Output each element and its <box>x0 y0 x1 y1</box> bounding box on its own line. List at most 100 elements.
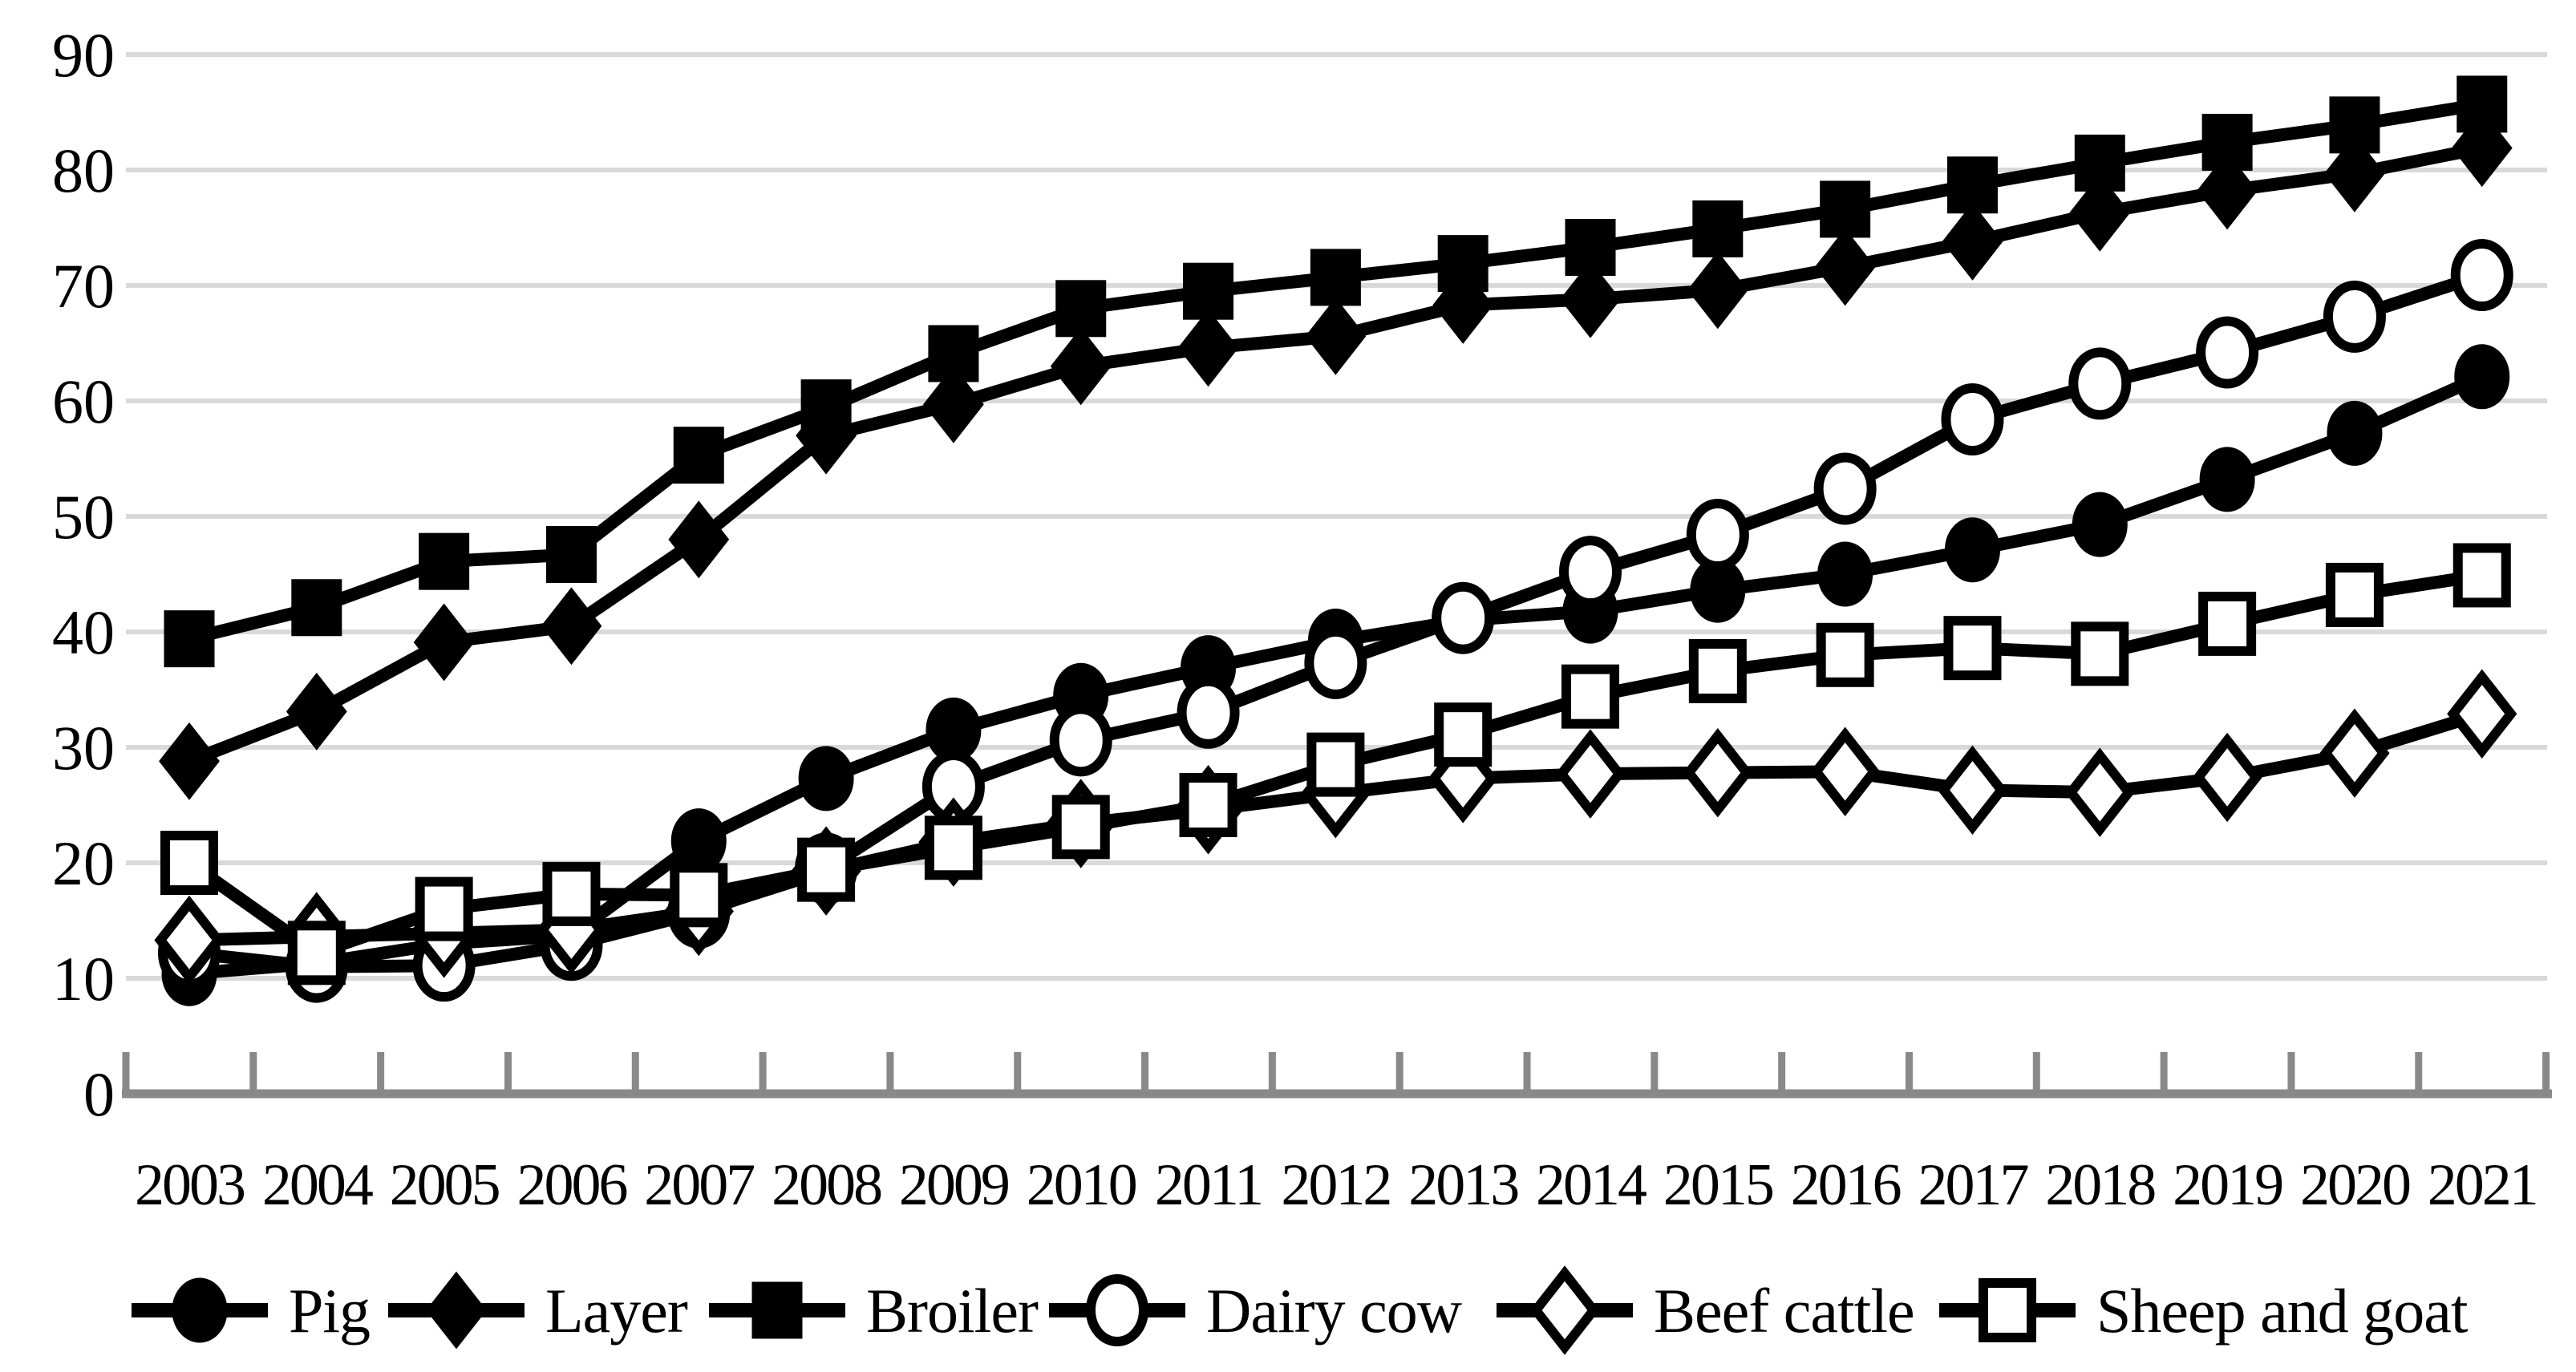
series-marker-sheep-and-goat-2019 <box>2198 591 2257 656</box>
series-marker-dairy-cow-2019 <box>2196 316 2259 389</box>
series-marker-layer-2019 <box>2197 152 2258 230</box>
x-axis-label-2019: 2019 <box>2173 1152 2282 1218</box>
series-marker-layer-2010 <box>1050 327 1112 406</box>
legend-marker-layer-icon <box>426 1271 487 1350</box>
series-marker-layer-2017 <box>1942 202 2003 281</box>
legend-marker-pig-icon <box>172 1277 228 1343</box>
series-marker-dairy-cow-2018 <box>2068 347 2132 420</box>
series-marker-broiler-2019 <box>2201 113 2253 171</box>
y-axis-labels: 0 10 20 30 40 50 60 70 80 90 <box>52 20 115 1129</box>
y-axis-label-70: 70 <box>52 251 115 321</box>
series-marker-layer-2004 <box>286 672 347 751</box>
series-marker-broiler-2005 <box>419 532 470 590</box>
series-marker-sheep-and-goat-2013 <box>1434 702 1493 767</box>
series-marker-broiler-2021 <box>2457 75 2508 133</box>
series-marker-pig-2018 <box>2072 492 2128 557</box>
series-marker-broiler-2004 <box>291 579 342 637</box>
x-axis-label-2008: 2008 <box>772 1152 881 1218</box>
x-axis-label-2009: 2009 <box>899 1152 1008 1218</box>
legend-item-beef-cattle: Beef cattle <box>1497 1265 1915 1355</box>
x-axis-label-2006: 2006 <box>516 1152 626 1218</box>
series-marker-layer-2016 <box>1814 228 1876 306</box>
series-marker-broiler-2015 <box>1692 200 1744 257</box>
series-marker-sheep-and-goat-2007 <box>670 863 728 928</box>
series-marker-beef-cattle-2017 <box>1937 745 2008 836</box>
x-axis-label-2013: 2013 <box>1408 1152 1518 1218</box>
x-axis-label-2004: 2004 <box>262 1152 373 1218</box>
series-broiler <box>164 75 2508 668</box>
y-axis-label-10: 10 <box>52 944 115 1014</box>
x-axis-label-2003: 2003 <box>135 1152 245 1218</box>
x-axis-label-2010: 2010 <box>1027 1152 1136 1218</box>
series-marker-layer-2005 <box>413 603 475 682</box>
y-axis-label-80: 80 <box>52 136 115 205</box>
series-marker-broiler-2013 <box>1437 235 1488 293</box>
series-marker-layer-2014 <box>1560 260 1621 338</box>
series-marker-broiler-2018 <box>2074 134 2125 192</box>
x-axis-label-2014: 2014 <box>1536 1152 1646 1218</box>
series-marker-pig-2008 <box>798 746 854 811</box>
series-marker-sheep-and-goat-2005 <box>415 876 473 941</box>
legend-label-sheep-and-goat: Sheep and goat <box>2096 1276 2469 1346</box>
series-marker-pig-2016 <box>1817 541 1873 607</box>
series-marker-sheep-and-goat-2017 <box>1943 616 2002 681</box>
series-marker-beef-cattle-2014 <box>1555 729 1626 819</box>
series-marker-sheep-and-goat-2004 <box>287 921 346 985</box>
y-axis-label-30: 30 <box>52 713 115 783</box>
series-marker-broiler-2009 <box>928 325 979 382</box>
series-marker-sheep-and-goat-2018 <box>2071 621 2129 686</box>
legend-marker-dairy-cow-icon <box>1086 1274 1148 1346</box>
series-marker-pig-2007 <box>670 808 727 874</box>
series-marker-beef-cattle-2020 <box>2319 708 2390 798</box>
series-marker-dairy-cow-2014 <box>1559 536 1622 609</box>
series-marker-broiler-2008 <box>800 379 852 437</box>
legend-item-broiler: Broiler <box>709 1276 1039 1346</box>
series-marker-dairy-cow-2020 <box>2323 280 2386 353</box>
series-marker-dairy-cow-2017 <box>1941 383 2004 456</box>
series-marker-beef-cattle-2015 <box>1683 727 1753 818</box>
legend-item-layer: Layer <box>388 1271 689 1350</box>
series-marker-dairy-cow-2013 <box>1432 581 1495 654</box>
series-marker-broiler-2014 <box>1565 218 1616 276</box>
legend-marker-beef-cattle-icon <box>1529 1265 1600 1355</box>
series-marker-layer-2015 <box>1687 251 1748 330</box>
legend-item-dairy-cow: Dairy cow <box>1049 1274 1463 1346</box>
legend-label-pig: Pig <box>289 1276 370 1346</box>
series-marker-dairy-cow-2011 <box>1177 676 1240 749</box>
series-marker-layer-2009 <box>923 365 984 443</box>
series-marker-layer-2018 <box>2069 173 2131 252</box>
series-sheep-and-goat <box>160 543 2511 985</box>
series-marker-sheep-and-goat-2015 <box>1688 638 1747 703</box>
y-axis-label-0: 0 <box>83 1059 115 1129</box>
series-marker-sheep-and-goat-2021 <box>2452 543 2511 608</box>
legend-label-dairy-cow: Dairy cow <box>1206 1276 1462 1346</box>
series-marker-layer-2006 <box>541 587 602 666</box>
x-axis-label-2005: 2005 <box>390 1152 500 1218</box>
legend: Pig Layer Broiler Dairy cow Beef cattle Sheep… <box>132 1265 2469 1355</box>
series-marker-pig-2021 <box>2454 344 2510 410</box>
series-marker-pig-2020 <box>2327 400 2383 466</box>
x-axis-label-2020: 2020 <box>2300 1152 2410 1218</box>
series-marker-dairy-cow-2016 <box>1813 452 1877 525</box>
x-axis-label-2012: 2012 <box>1281 1152 1390 1218</box>
series-marker-layer-2003 <box>159 722 220 800</box>
x-axis-label-2015: 2015 <box>1663 1152 1773 1218</box>
legend-item-pig: Pig <box>132 1276 371 1346</box>
series-marker-pig-2019 <box>2199 447 2255 512</box>
y-axis-label-40: 40 <box>52 597 115 667</box>
legend-marker-sheep-and-goat-icon <box>1979 1278 2036 1342</box>
series-marker-beef-cattle-2003 <box>154 895 225 985</box>
series-marker-sheep-and-goat-2003 <box>160 831 218 895</box>
legend-label-layer: Layer <box>545 1276 688 1346</box>
series-marker-broiler-2011 <box>1183 262 1234 320</box>
series-marker-sheep-and-goat-2008 <box>797 837 856 902</box>
series-marker-broiler-2016 <box>1820 180 1871 238</box>
series-marker-beef-cattle-2016 <box>1810 726 1881 816</box>
x-axis <box>122 1052 2552 1099</box>
x-axis-label-2021: 2021 <box>2428 1152 2537 1218</box>
legend-item-sheep-and-goat: Sheep and goat <box>1939 1276 2469 1346</box>
series-marker-dairy-cow-2015 <box>1686 499 1749 572</box>
series-marker-beef-cattle-2021 <box>2447 669 2517 759</box>
series-marker-layer-2011 <box>1177 309 1239 387</box>
